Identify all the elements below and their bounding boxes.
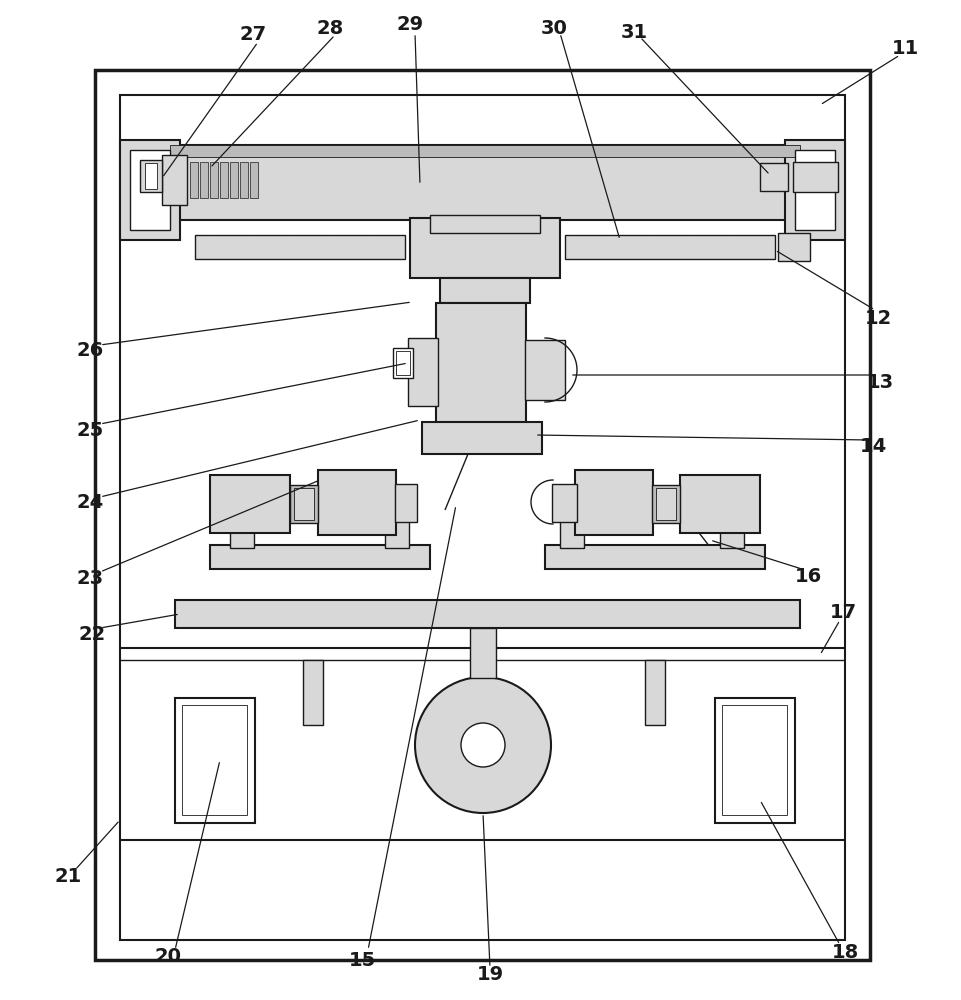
Bar xyxy=(545,545,765,569)
Bar xyxy=(170,145,800,157)
Text: 27: 27 xyxy=(239,25,266,44)
Text: 31: 31 xyxy=(621,22,648,41)
Bar xyxy=(795,150,835,230)
Bar xyxy=(436,303,526,423)
Bar xyxy=(656,488,676,520)
Bar xyxy=(230,512,254,548)
Bar xyxy=(778,233,810,261)
Text: 16: 16 xyxy=(795,568,822,586)
Text: 26: 26 xyxy=(76,340,104,360)
Text: 12: 12 xyxy=(864,308,892,328)
Text: 19: 19 xyxy=(477,966,504,984)
Bar xyxy=(440,278,530,303)
Bar xyxy=(393,348,413,378)
Text: 22: 22 xyxy=(79,624,106,644)
Bar xyxy=(430,215,540,233)
Bar xyxy=(230,162,238,198)
Bar xyxy=(195,235,405,259)
Text: 23: 23 xyxy=(77,568,104,587)
Bar xyxy=(182,705,247,815)
Bar xyxy=(250,162,258,198)
Bar xyxy=(190,162,198,198)
Bar xyxy=(785,140,845,240)
Bar xyxy=(175,600,800,628)
Text: 25: 25 xyxy=(76,420,104,440)
Bar xyxy=(303,660,323,725)
Bar xyxy=(162,155,187,205)
Bar xyxy=(680,475,760,533)
Bar xyxy=(294,488,314,520)
Bar xyxy=(565,235,775,259)
Bar xyxy=(720,512,744,548)
Bar xyxy=(395,484,417,522)
Bar xyxy=(145,163,157,189)
Bar xyxy=(120,140,180,240)
Bar xyxy=(220,162,228,198)
Bar xyxy=(715,698,795,823)
Text: 11: 11 xyxy=(892,38,919,57)
Text: 14: 14 xyxy=(859,438,887,456)
Bar xyxy=(652,485,680,523)
Bar xyxy=(120,95,845,940)
Circle shape xyxy=(415,677,551,813)
Bar xyxy=(210,545,430,569)
Bar xyxy=(422,422,542,454)
Text: 18: 18 xyxy=(831,944,858,962)
Text: 24: 24 xyxy=(76,493,104,512)
Text: 21: 21 xyxy=(55,867,82,886)
Bar xyxy=(575,470,653,535)
Bar xyxy=(560,512,584,548)
Bar xyxy=(410,218,560,278)
Bar xyxy=(170,145,800,220)
Bar xyxy=(140,160,162,192)
Bar xyxy=(95,70,870,960)
Bar xyxy=(470,628,496,678)
Bar xyxy=(760,163,788,191)
Bar xyxy=(318,470,396,535)
Bar xyxy=(200,162,208,198)
Bar xyxy=(552,484,577,522)
Text: 29: 29 xyxy=(397,15,424,34)
Bar xyxy=(396,351,410,375)
Bar xyxy=(525,340,565,400)
Text: 17: 17 xyxy=(829,603,856,622)
Text: 15: 15 xyxy=(349,950,376,970)
Bar xyxy=(240,162,248,198)
Text: 13: 13 xyxy=(867,372,894,391)
Bar xyxy=(290,485,318,523)
Text: 28: 28 xyxy=(316,18,344,37)
Bar xyxy=(130,150,170,230)
Bar xyxy=(722,705,787,815)
Text: 20: 20 xyxy=(155,948,182,966)
Bar xyxy=(645,660,665,725)
Bar xyxy=(793,162,838,192)
Bar xyxy=(210,475,290,533)
Text: 30: 30 xyxy=(540,18,567,37)
Bar xyxy=(210,162,218,198)
Bar xyxy=(175,698,255,823)
Circle shape xyxy=(461,723,505,767)
Bar xyxy=(385,512,409,548)
Bar xyxy=(408,338,438,406)
